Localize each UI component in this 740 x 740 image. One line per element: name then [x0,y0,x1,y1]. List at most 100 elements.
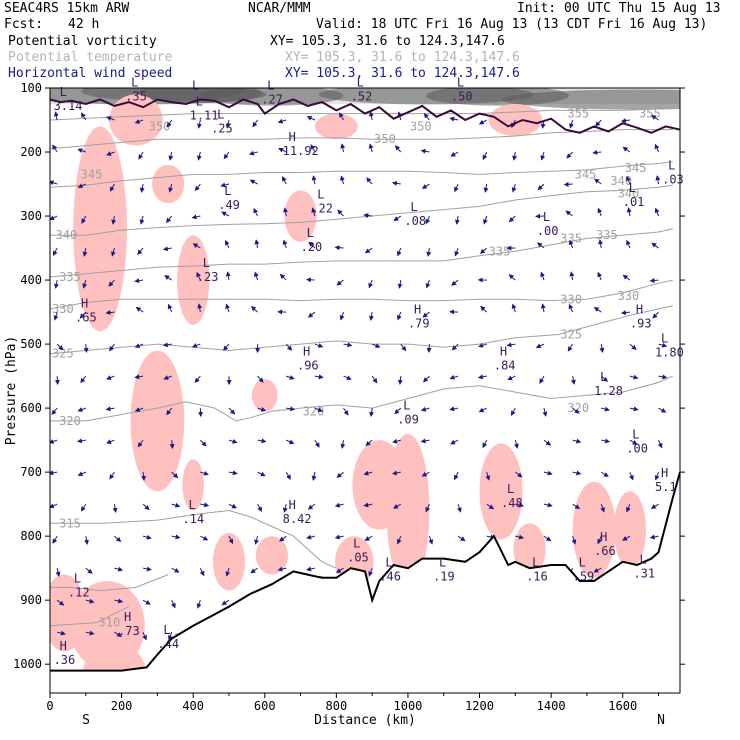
wind-vector [397,311,402,321]
wind-vector [142,599,151,605]
wind-vector [651,115,659,121]
wind-vector [254,239,260,249]
wind-vector [228,535,234,545]
hl-marker: L [579,556,586,570]
hl-value: .48 [501,496,523,510]
wind-vector [55,568,61,577]
wind-vector [593,567,602,573]
wind-vector [105,310,115,316]
wind-vector [311,207,317,217]
wind-vector [339,112,344,121]
wind-vector [508,215,516,223]
wind-vector [50,180,58,186]
wind-vector [314,407,324,413]
hl-marker: L [600,370,607,384]
y-tick-label: 600 [20,401,42,415]
field-wind-name: Horizontal wind speed [8,66,173,81]
theta-label: 320 [59,414,81,428]
wind-vector [194,375,201,384]
wind-vector [454,215,460,225]
theta-contour [50,129,673,150]
hl-value: .14 [182,512,204,526]
theta-label: 350 [374,132,396,146]
wind-vector [257,471,266,477]
wind-vector [510,407,516,416]
wind-vector [365,439,373,447]
wind-vector [137,439,144,448]
x-axis-label: Distance (km) [314,713,416,728]
wind-vector [306,116,316,121]
wind-vector [369,408,375,418]
wind-vector [139,215,145,225]
wind-vector [138,151,144,160]
wind-vector [629,439,638,445]
wind-vector [334,502,344,508]
y-tick-label: 200 [20,145,42,159]
wind-vector [164,275,172,281]
wind-vector [454,247,460,257]
wind-vector [253,271,259,281]
hl-marker: L [629,181,636,195]
theta-label: 340 [618,187,640,201]
wind-vector [654,207,660,217]
wind-vector [50,503,58,509]
hl-marker: L [307,226,314,240]
wind-vector [223,343,230,351]
theta-label: 330 [560,292,582,306]
wind-vector [283,207,288,217]
plot-area: 3103103153203253303353403453503553453403… [50,88,680,693]
hl-value: .16 [526,570,548,584]
wind-vector [540,271,546,281]
hl-marker: L [192,79,199,93]
theta-label: 330 [618,289,640,303]
wind-vector [478,119,487,125]
wind-vector [220,182,230,188]
pv-shading-blob [152,164,185,204]
wind-vector [650,503,659,509]
x-tick-label: 600 [254,699,276,713]
wind-vector [311,472,317,481]
wind-vector [486,503,495,510]
wind-vector [451,343,459,351]
wind-vector [626,503,631,513]
hl-marker: L [457,75,464,89]
y-tick-label: 400 [20,273,42,287]
wind-vector [167,303,173,313]
wind-vector [649,534,659,540]
wind-vector [257,406,267,412]
wind-vector [225,119,231,129]
wind-vector [654,471,660,481]
wind-vector [394,145,402,153]
wind-vector [56,343,64,351]
hl-value: .96 [297,358,319,372]
wind-vector [563,181,573,187]
wind-vector [228,438,238,444]
wind-vector [221,599,230,606]
pv-shading-blob [613,491,646,569]
wind-vector [83,344,89,354]
wind-vector [166,119,173,128]
wind-vector [282,176,287,185]
wind-vector [566,151,573,159]
wind-vector [282,239,288,249]
wind-vector [629,343,637,351]
hl-value: .93 [630,317,652,331]
theta-label: 330 [52,302,74,316]
wind-vector [196,271,201,281]
wind-vector [622,146,631,153]
hl-marker: L [188,498,195,512]
y-tick-label: 500 [20,337,42,351]
wind-vector [622,274,631,281]
wind-vector [658,407,667,413]
wind-vector [506,342,516,348]
hl-marker: L [131,75,138,89]
wind-vector [171,567,180,573]
wind-vector [50,439,58,444]
x-tick-label: 400 [182,699,204,713]
wind-vector [537,242,545,249]
wind-vector [485,471,491,481]
wind-vector [368,567,374,577]
hl-value: .66 [594,544,616,558]
hl-value: .01 [623,195,645,209]
wind-vector [286,406,296,412]
